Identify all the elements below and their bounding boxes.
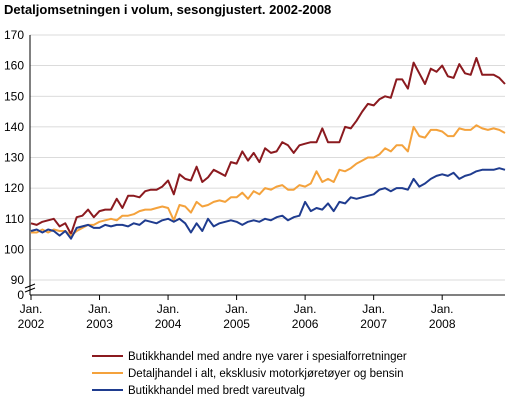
y-tick-label: 150 (4, 89, 24, 103)
x-tick-label-year: 2005 (223, 317, 250, 331)
x-tick-label-year: 2003 (86, 317, 113, 331)
grid (30, 34, 505, 296)
axis-break (24, 283, 36, 293)
x-tick-label-year: 2006 (292, 317, 319, 331)
x-tick-label-year: 2002 (18, 317, 45, 331)
legend-label: Detaljhandel i alt, eksklusiv motorkjøre… (128, 368, 403, 380)
x-tick-label-month: Jan. (157, 302, 180, 316)
chart-title: Detaljomsetningen i volum, sesongjustert… (4, 2, 331, 17)
x-axis: Jan.2002Jan.2003Jan.2004Jan.2005Jan.2006… (18, 295, 456, 331)
axis-break-mark (24, 287, 36, 293)
x-tick-label-month: Jan. (20, 302, 43, 316)
x-tick-label-month: Jan. (362, 302, 385, 316)
x-tick-label-year: 2008 (429, 317, 456, 331)
x-tick-label-month: Jan. (88, 302, 111, 316)
y-tick-label: 110 (5, 212, 24, 226)
series-lines (30, 57, 506, 240)
x-tick-label-month: Jan. (431, 302, 454, 316)
x-tick-label-month: Jan. (225, 302, 248, 316)
legend-label: Butikkhandel med bredt vareutvalg (128, 385, 305, 397)
y-tick-label: 160 (4, 59, 24, 73)
y-tick-label: 90 (11, 273, 25, 287)
y-tick-label: 100 (4, 242, 24, 256)
y-tick-label: 140 (4, 120, 24, 134)
legend-label: Butikkhandel med andre nye varer i spesi… (128, 351, 407, 363)
series-line-2 (31, 124, 506, 237)
x-tick-label-month: Jan. (294, 302, 317, 316)
y-axis: 090 100 110 120 130 140 150 160 170 (4, 28, 36, 302)
series-line-3 (30, 167, 506, 240)
y-tick-label: 0 (17, 288, 24, 302)
y-tick-label: 130 (4, 151, 24, 165)
series-line-1 (30, 57, 506, 236)
axis-break-mark (24, 283, 36, 289)
x-tick-label-year: 2007 (360, 317, 387, 331)
y-tick-label: 170 (4, 28, 24, 42)
x-tick-label-year: 2004 (155, 317, 182, 331)
y-tick-label: 120 (4, 181, 24, 195)
legend: Butikkhandel med andre nye varer i spesi… (92, 351, 407, 397)
